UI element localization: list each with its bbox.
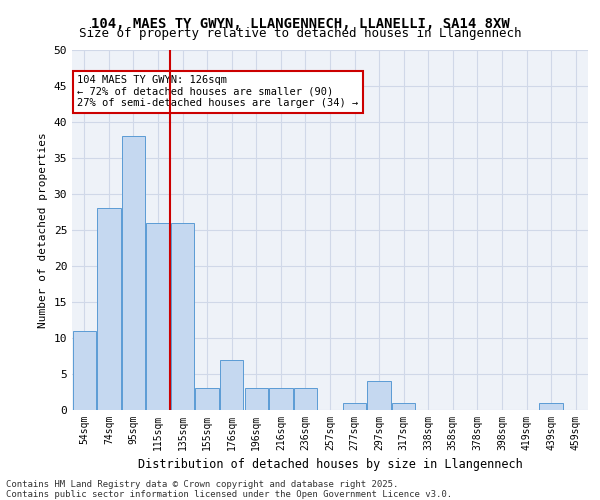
Bar	[343, 403, 366, 410]
Text: 104 MAES TY GWYN: 126sqm
← 72% of detached houses are smaller (90)
27% of semi-d: 104 MAES TY GWYN: 126sqm ← 72% of detach…	[77, 75, 358, 108]
Bar	[245, 388, 268, 410]
Y-axis label: Number of detached properties: Number of detached properties	[38, 132, 48, 328]
Bar	[122, 136, 145, 410]
Text: 104, MAES TY GWYN, LLANGENNECH, LLANELLI, SA14 8XW: 104, MAES TY GWYN, LLANGENNECH, LLANELLI…	[91, 18, 509, 32]
Bar	[220, 360, 244, 410]
Bar	[171, 223, 194, 410]
Bar	[269, 388, 293, 410]
Bar	[392, 403, 415, 410]
Bar	[146, 223, 170, 410]
Bar	[196, 388, 219, 410]
Bar	[294, 388, 317, 410]
Bar	[367, 381, 391, 410]
Text: Size of property relative to detached houses in Llangennech: Size of property relative to detached ho…	[79, 28, 521, 40]
Bar	[97, 208, 121, 410]
X-axis label: Distribution of detached houses by size in Llangennech: Distribution of detached houses by size …	[137, 458, 523, 471]
Text: Contains HM Land Registry data © Crown copyright and database right 2025.
Contai: Contains HM Land Registry data © Crown c…	[6, 480, 452, 500]
Bar	[539, 403, 563, 410]
Bar	[73, 331, 96, 410]
